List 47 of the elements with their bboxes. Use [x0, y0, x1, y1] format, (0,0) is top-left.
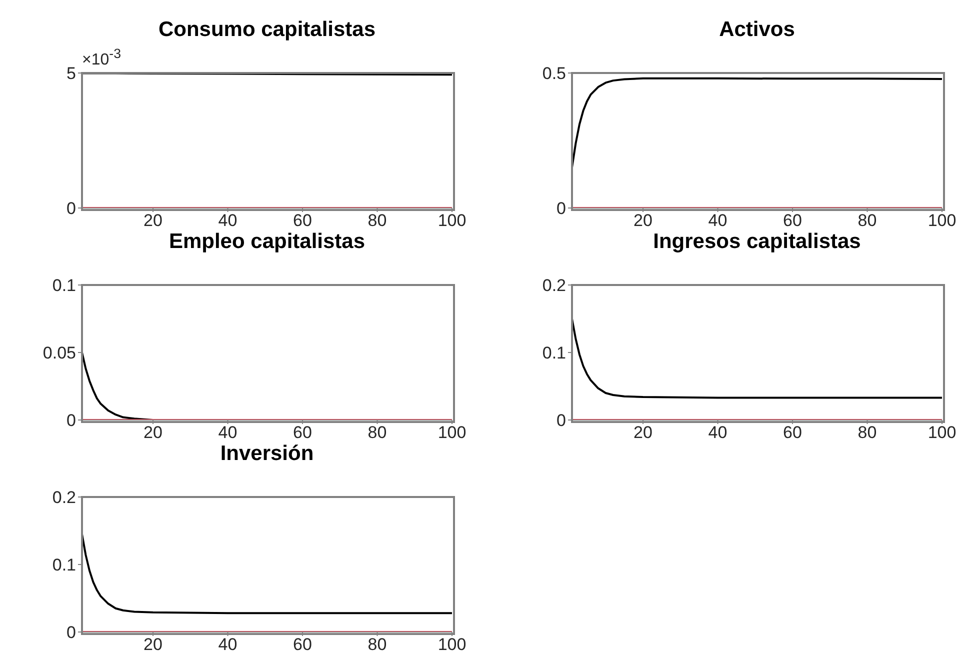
x-tick-label: 20	[634, 423, 652, 442]
x-tick-label: 40	[708, 423, 728, 442]
y-tick-label: 5	[66, 64, 76, 84]
chart-title: Inversión	[219, 442, 315, 466]
y-tick-label: 0	[556, 411, 566, 430]
x-tick-label: 100	[438, 211, 466, 230]
x-tick-label: 60	[783, 211, 802, 230]
x-tick-label: 60	[293, 635, 312, 654]
x-tick-label: 60	[293, 423, 312, 442]
y-tick-label: 0	[66, 411, 76, 430]
x-tick-label: 100	[438, 423, 466, 442]
x-tick-label: 80	[368, 423, 387, 442]
chart-title: Ingresos capitalistas	[652, 230, 862, 254]
x-tick-label: 100	[438, 635, 466, 654]
x-tick-label: 40	[708, 211, 728, 230]
y-tick-label: 0	[556, 199, 566, 218]
x-tick-label: 100	[928, 423, 956, 442]
chart-title: Empleo capitalistas	[168, 230, 366, 254]
y-tick-label: 0	[66, 199, 76, 218]
chart-title: Consumo capitalistas	[157, 18, 377, 42]
x-tick-label: 40	[218, 423, 238, 442]
x-tick-label: 80	[858, 423, 877, 442]
x-tick-label: 60	[293, 211, 312, 230]
x-tick-label: 100	[928, 211, 956, 230]
y-tick-label: 0.1	[542, 344, 566, 363]
y-tick-label: 0.5	[542, 64, 566, 84]
x-tick-label: 80	[368, 635, 387, 654]
y-tick-label: 0.2	[542, 276, 566, 296]
x-tick-label: 20	[144, 423, 162, 442]
text: ×10$^{-3}$	[82, 46, 121, 70]
y-tick-label: 0.1	[52, 556, 76, 575]
x-tick-label: 40	[218, 211, 238, 230]
x-tick-label: 20	[634, 211, 652, 230]
y-tick-label: 0	[66, 623, 76, 642]
line-series	[82, 533, 452, 614]
chart-title: Activos	[718, 18, 796, 42]
x-tick-label: 80	[858, 211, 877, 230]
line-series	[572, 77, 942, 168]
y-tick-label: 0.2	[52, 488, 76, 508]
line-series	[572, 318, 942, 399]
x-tick-label: 60	[783, 423, 802, 442]
y-tick-label: 0.1	[52, 276, 76, 296]
y-tick-label: 0.05	[42, 344, 76, 363]
x-tick-label: 20	[144, 211, 162, 230]
x-tick-label: 80	[368, 211, 387, 230]
x-tick-label: 40	[218, 635, 238, 654]
x-tick-label: 20	[144, 635, 162, 654]
